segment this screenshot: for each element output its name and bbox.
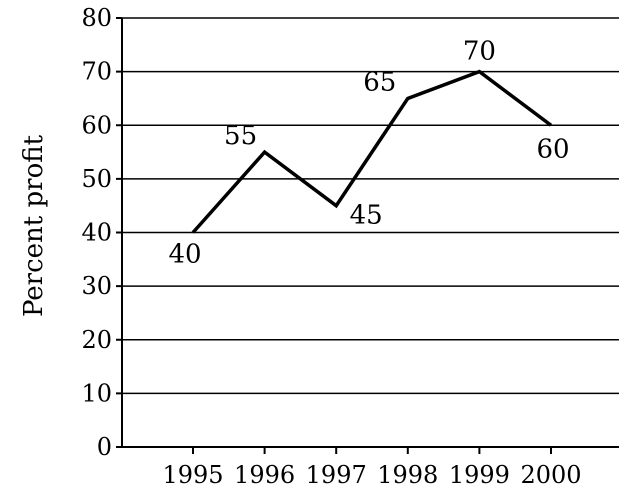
data-label: 40 (168, 240, 201, 270)
x-tick-label: 1998 (377, 461, 438, 489)
y-tick-label: 80 (81, 4, 112, 32)
data-label: 70 (463, 37, 496, 67)
series-line (191, 69, 553, 234)
data-label: 55 (224, 121, 257, 151)
y-tick-label: 10 (81, 379, 112, 407)
y-tick-label: 40 (81, 219, 112, 247)
y-tick-label: 0 (97, 433, 112, 461)
y-tick-label: 50 (81, 165, 112, 193)
data-series (191, 69, 553, 234)
data-label: 60 (536, 134, 569, 164)
data-label: 65 (363, 67, 396, 97)
gridlines (122, 17, 619, 395)
x-tick-label: 1996 (234, 461, 295, 489)
x-axis-ticks: 1995 1996 1997 1998 1999 2000 (162, 447, 582, 489)
y-tick-label: 60 (81, 111, 112, 139)
y-tick-label: 20 (81, 326, 112, 354)
y-tick-label: 30 (81, 272, 112, 300)
x-tick-label: 2000 (520, 461, 581, 489)
x-tick-label: 1997 (306, 461, 367, 489)
y-tick-label: 70 (81, 58, 112, 86)
x-tick-label: 1995 (162, 461, 223, 489)
data-label: 45 (350, 201, 383, 231)
data-labels: 40 55 45 65 70 60 (168, 37, 569, 270)
y-axis-label: Percent profit (19, 134, 49, 317)
y-axis-ticks: 0 10 20 30 40 50 60 70 80 (81, 4, 122, 461)
x-tick-label: 1999 (449, 461, 510, 489)
